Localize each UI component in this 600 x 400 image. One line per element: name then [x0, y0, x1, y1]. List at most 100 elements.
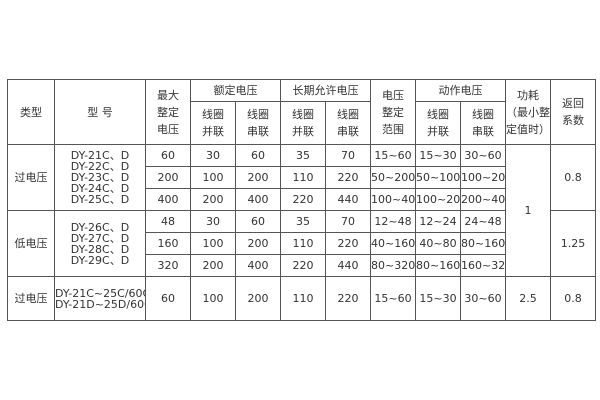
type-cell: 过电压 — [7, 144, 55, 211]
table-row: 低电压 DY-26C、D DY-27C、D DY-28C、D DY-29C、D 48 30 6… — [7, 210, 600, 277]
value-cell: 35 — [280, 210, 326, 233]
h-text: 线圈 — [472, 108, 494, 121]
h-text: 线圈 — [202, 108, 224, 121]
value-cell: 70 — [325, 210, 371, 233]
value-cell: 40~160 — [370, 232, 416, 255]
model-name: DY-23C、D — [70, 171, 130, 184]
value-cell: 60 — [145, 144, 191, 167]
header-coil-series: 线圈 串联 — [325, 101, 371, 145]
return-cell: 0.8 — [550, 144, 596, 211]
value-cell: 24~48 — [460, 210, 506, 233]
value-cell: 70 — [325, 144, 371, 167]
relay-spec-table: 类型 型 号 最大 整定 电压 额定电压 长期允许电压 电压 整定 范围 动作电压 功耗… — [7, 79, 600, 321]
h-text: 最大 — [157, 88, 179, 102]
type-cell: 过电压 — [7, 276, 55, 321]
value-cell: 30~60 — [460, 276, 506, 321]
h-text: 线圈 — [247, 108, 269, 121]
header-power: 功耗 （最小整 定值时） — [505, 79, 551, 145]
h-text: 电压 — [157, 122, 179, 136]
value-cell: 160~320 — [460, 254, 506, 277]
h-text: 并联 — [202, 125, 224, 138]
value-cell: 220 — [325, 276, 371, 321]
h-text: 并联 — [427, 125, 449, 138]
value-cell: 80~320 — [370, 254, 416, 277]
h-text: 串联 — [247, 125, 269, 138]
model-name: DY-21C、D — [70, 149, 130, 162]
power-cell: 2.5 — [505, 276, 551, 321]
value-cell: 400 — [235, 254, 281, 277]
h-text: （最小整 — [506, 105, 550, 119]
model-name: DY-21C~25C/60C — [55, 286, 146, 300]
value-cell: 220 — [280, 188, 326, 211]
return-cell: 1.25 — [550, 210, 596, 277]
value-cell: 220 — [325, 232, 371, 255]
value-cell: 40~80 — [415, 232, 461, 255]
value-cell: 100~200 — [415, 188, 461, 211]
value-cell: 80~160 — [415, 254, 461, 277]
value-cell: 50~100 — [415, 166, 461, 189]
value-cell: 15~60 — [370, 276, 416, 321]
h-text: 功耗 — [517, 88, 539, 102]
header-model: 型 号 — [54, 79, 146, 145]
value-cell: 60 — [235, 210, 281, 233]
h-text: 线圈 — [337, 108, 359, 121]
h-text: 系数 — [562, 114, 584, 127]
model-name: DY-27C、D — [70, 231, 130, 245]
header-coil-parallel: 线圈 并联 — [280, 101, 326, 145]
value-cell: 200 — [235, 232, 281, 255]
header-action: 动作电压 — [415, 79, 506, 102]
value-cell: 220 — [325, 166, 371, 189]
value-cell: 48 — [145, 210, 191, 233]
header-coil-parallel: 线圈 并联 — [190, 101, 236, 145]
value-cell: 100 — [190, 166, 236, 189]
value-cell: 100~200 — [460, 166, 506, 189]
header-rated: 额定电压 — [190, 79, 281, 102]
header-long-term: 长期允许电压 — [280, 79, 371, 102]
header-coil-series: 线圈 串联 — [460, 101, 506, 145]
h-text: 电压 — [382, 88, 404, 102]
header-range: 电压 整定 范围 — [370, 79, 416, 145]
model-name: DY-22C、D — [70, 160, 130, 173]
value-cell: 200 — [235, 276, 281, 321]
h-text: 整定 — [382, 105, 404, 119]
value-cell: 15~60 — [370, 144, 416, 167]
h-text: 串联 — [337, 125, 359, 138]
value-cell: 100 — [190, 232, 236, 255]
value-cell: 12~48 — [370, 210, 416, 233]
value-cell: 30~60 — [460, 144, 506, 167]
value-cell: 15~30 — [415, 144, 461, 167]
model-cell: DY-21C、D DY-22C、D DY-23C、D DY-24C、D DY-25C、D — [54, 144, 146, 211]
value-cell: 50~200 — [370, 166, 416, 189]
header-return: 返回 系数 — [550, 79, 596, 145]
value-cell: 30 — [190, 210, 236, 233]
value-cell: 200 — [145, 166, 191, 189]
value-cell: 15~30 — [415, 276, 461, 321]
type-cell: 低电压 — [7, 210, 55, 277]
model-cell: DY-21C~25C/60C DY-21D~25D/60C — [54, 276, 146, 321]
header-type: 类型 — [7, 79, 55, 145]
table-row: 160 100 200 110 220 40~160 40~80 80~160 — [8, 232, 600, 255]
value-cell: 440 — [325, 188, 371, 211]
return-cell: 0.8 — [550, 276, 596, 321]
value-cell: 110 — [280, 276, 326, 321]
header-coil-parallel: 线圈 并联 — [415, 101, 461, 145]
value-cell: 110 — [280, 232, 326, 255]
h-text: 整定 — [157, 105, 179, 119]
header-max-setting: 最大 整定 电压 — [145, 79, 191, 145]
value-cell: 100~400 — [370, 188, 416, 211]
model-name: DY-25C、D — [70, 193, 130, 206]
value-cell: 35 — [280, 144, 326, 167]
h-text: 范围 — [382, 122, 404, 136]
model-name: DY-29C、D — [70, 253, 130, 267]
table-row: 过电压 DY-21C~25C/60C DY-21D~25D/60C 60 100 200 1… — [7, 276, 600, 321]
value-cell: 30 — [190, 144, 236, 167]
value-cell: 110 — [280, 166, 326, 189]
model-name: DY-26C、D — [70, 220, 130, 234]
value-cell: 60 — [235, 144, 281, 167]
table-row: 过电压 DY-21C、D DY-22C、D DY-23C、D DY-24C、D DY-25… — [7, 144, 600, 277]
h-text: 线圈 — [292, 108, 314, 121]
value-cell: 320 — [145, 254, 191, 277]
